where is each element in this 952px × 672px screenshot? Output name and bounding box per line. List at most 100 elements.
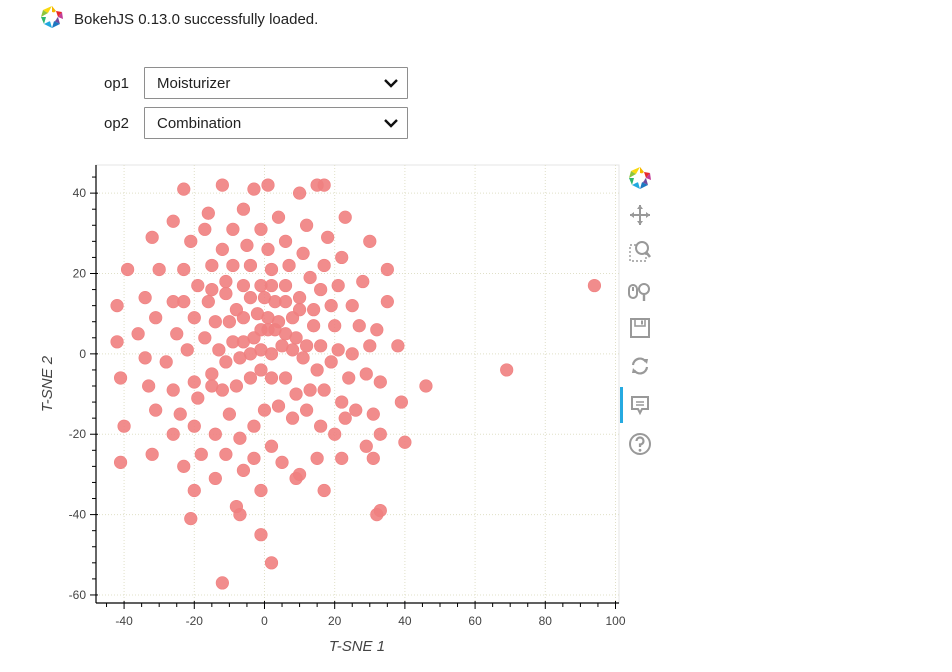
chevron-down-icon: [384, 79, 398, 88]
y-tick-label: -20: [69, 427, 87, 441]
data-point: [292, 186, 307, 200]
data-point: [335, 451, 349, 465]
data-point: [229, 379, 244, 393]
data-point: [285, 311, 300, 325]
x-tick-label: 0: [261, 614, 268, 628]
wheel-zoom-icon: [628, 283, 650, 301]
data-point: [187, 419, 201, 433]
data-point: [314, 339, 328, 353]
data-point: [300, 403, 314, 417]
data-point: [264, 439, 279, 453]
data-point: [208, 315, 222, 329]
data-point: [314, 419, 328, 433]
data-point: [278, 371, 293, 385]
data-point: [300, 218, 314, 232]
data-point: [254, 222, 268, 236]
data-point: [149, 311, 163, 325]
data-point: [356, 274, 370, 289]
pan-tool[interactable]: [626, 201, 654, 229]
data-point: [173, 407, 187, 421]
data-point: [236, 463, 251, 477]
box-zoom-tool[interactable]: [626, 237, 654, 265]
data-point: [285, 343, 300, 357]
data-point: [300, 339, 314, 353]
data-point: [303, 270, 317, 285]
data-point: [243, 371, 258, 385]
data-point: [201, 295, 215, 309]
data-point: [110, 299, 124, 313]
help-tool[interactable]: [626, 430, 654, 458]
op2-select[interactable]: Combination: [144, 107, 408, 139]
data-point: [363, 234, 377, 248]
data-point: [166, 427, 180, 441]
data-point: [198, 331, 212, 345]
data-point: [159, 355, 173, 369]
data-point: [254, 483, 268, 498]
data-point: [187, 375, 201, 389]
data-point: [335, 395, 349, 409]
data-point: [352, 319, 366, 333]
data-point: [205, 282, 219, 297]
data-point: [264, 262, 279, 277]
data-points: [110, 178, 602, 590]
data-point: [187, 483, 201, 498]
data-point: [278, 278, 293, 293]
op2-selected-value: Combination: [157, 114, 242, 132]
data-point: [317, 178, 331, 192]
data-point: [359, 367, 373, 381]
data-point: [247, 451, 261, 465]
x-tick-label: 20: [328, 614, 342, 628]
data-point: [317, 483, 331, 498]
data-point: [191, 391, 205, 405]
data-point: [296, 351, 310, 365]
data-point: [247, 419, 261, 433]
data-point: [289, 387, 303, 401]
data-point: [370, 323, 384, 337]
data-point: [205, 258, 219, 273]
hover-tool[interactable]: [626, 391, 654, 419]
data-point: [152, 262, 166, 277]
data-point: [271, 399, 286, 413]
data-point: [233, 431, 247, 445]
active-tool-indicator: [620, 387, 623, 423]
data-point: [201, 206, 215, 220]
op1-select[interactable]: Moisturizer: [144, 67, 408, 99]
data-point: [145, 447, 159, 461]
data-point: [314, 282, 328, 297]
wheel-zoom-tool[interactable]: [626, 277, 654, 305]
data-point: [212, 343, 226, 357]
reset-tool[interactable]: [626, 352, 654, 380]
y-tick-label: 0: [79, 347, 86, 361]
data-point: [215, 178, 229, 192]
data-point: [331, 278, 345, 293]
data-point: [113, 455, 128, 469]
y-tick-label: 20: [73, 266, 87, 280]
y-tick-label: -40: [69, 508, 87, 522]
op1-control: op1 Moisturizer: [104, 67, 408, 99]
data-point: [317, 258, 331, 273]
data-point: [149, 403, 163, 417]
op1-label: op1: [104, 74, 130, 92]
data-point: [398, 435, 412, 449]
data-point: [247, 182, 261, 196]
data-point: [285, 411, 300, 425]
data-point: [307, 319, 321, 333]
data-point: [345, 299, 359, 313]
reset-icon: [631, 357, 649, 375]
data-point: [215, 383, 229, 397]
data-point: [321, 230, 335, 244]
data-point: [363, 339, 377, 353]
help-icon: [629, 433, 651, 455]
data-point: [194, 447, 208, 461]
save-tool[interactable]: [626, 314, 654, 342]
x-tick-label: -20: [186, 614, 204, 628]
data-point: [328, 319, 342, 333]
data-point: [177, 459, 191, 473]
data-point: [187, 311, 201, 325]
data-point: [177, 295, 191, 309]
data-point: [117, 419, 131, 433]
data-point: [208, 427, 222, 441]
toolbar-logo[interactable]: [626, 164, 654, 192]
data-point: [177, 262, 191, 277]
